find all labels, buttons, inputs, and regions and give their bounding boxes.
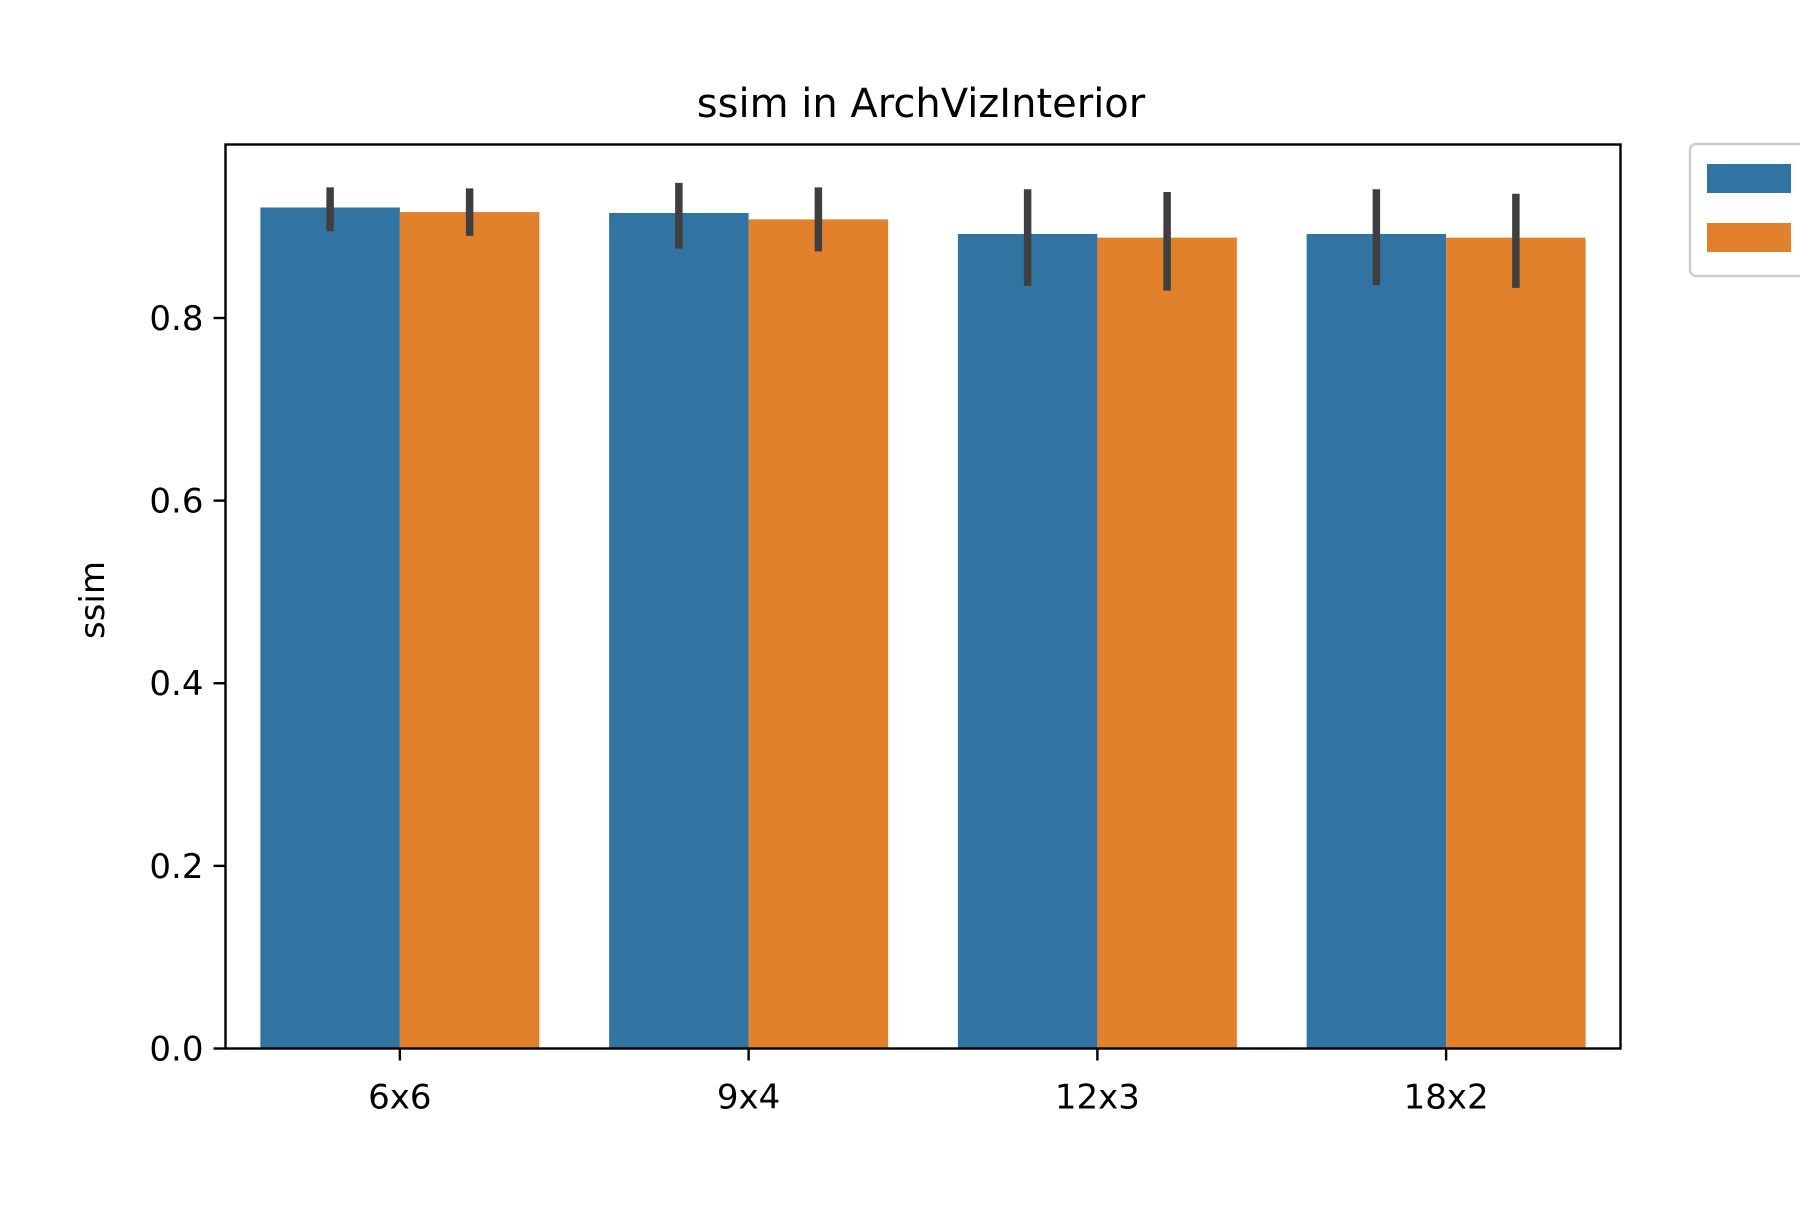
y-axis: 0.0 0.2 0.4 0.6 0.8 [149,299,226,1070]
legend[interactable] [1688,142,1800,278]
bar-series-1-9x4[interactable] [609,212,749,1049]
y-tick-label-0.4: 0.4 [149,664,203,704]
legend-swatch-series-1[interactable] [1707,164,1791,193]
x-axis: 6x6 9x4 12x3 18x2 [368,1048,1489,1118]
axes-frame [224,143,1622,1050]
x-tick-label-18x2: 18x2 [1404,1078,1489,1118]
x-tick-label-12x3: 12x3 [1055,1078,1140,1118]
bar-series-2-12x3[interactable] [1097,237,1237,1049]
bar-series-1-18x2[interactable] [1306,233,1447,1049]
bar-series-2-18x2[interactable] [1446,237,1586,1049]
x-tick-label-9x4: 9x4 [717,1078,780,1118]
bar-series-1-6x6[interactable] [260,207,400,1049]
bars-layer [260,207,1586,1049]
chart-title: ssim in ArchVizInterior [697,81,1146,127]
legend-frame [1688,142,1800,278]
bar-series-1-12x3[interactable] [957,233,1098,1049]
y-tick-label-0.8: 0.8 [149,299,203,339]
y-tick-label-0.0: 0.0 [149,1030,203,1070]
legend-swatch-series-2[interactable] [1707,223,1791,252]
y-axis-label: ssim [73,561,113,639]
bar-series-2-9x4[interactable] [748,219,889,1049]
x-tick-label-6x6: 6x6 [368,1078,431,1118]
y-tick-label-0.2: 0.2 [149,847,203,887]
errorbars-layer [326,182,1520,291]
y-tick-label-0.6: 0.6 [149,482,203,522]
bar-series-2-6x6[interactable] [399,212,540,1049]
